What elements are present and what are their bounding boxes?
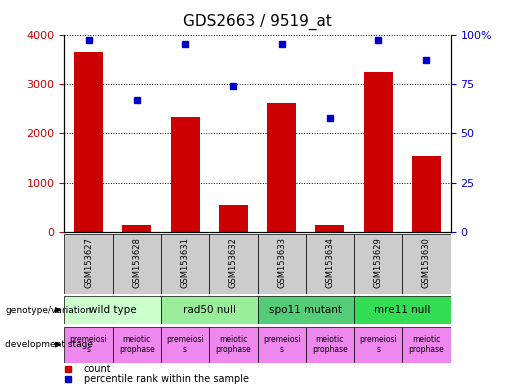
Text: GSM153634: GSM153634 (325, 237, 334, 288)
Text: genotype/variation: genotype/variation (5, 306, 91, 314)
Text: premeiosi
s: premeiosi s (70, 335, 108, 354)
Text: development stage: development stage (5, 340, 93, 349)
Text: premeiosi
s: premeiosi s (359, 335, 397, 354)
Text: mre11 null: mre11 null (374, 305, 431, 315)
Bar (123, 225, 151, 232)
Text: GSM153627: GSM153627 (84, 237, 93, 288)
Text: spo11 mutant: spo11 mutant (269, 305, 342, 315)
Bar (258, 327, 306, 362)
Text: premeiosi
s: premeiosi s (263, 335, 301, 354)
Text: GSM153633: GSM153633 (277, 237, 286, 288)
Bar (315, 225, 345, 232)
Text: meiotic
prophase: meiotic prophase (408, 335, 444, 354)
Bar (74, 52, 103, 232)
Text: GSM153629: GSM153629 (374, 237, 383, 288)
Text: GSM153632: GSM153632 (229, 237, 238, 288)
Bar (170, 117, 200, 232)
Bar (364, 72, 392, 232)
Bar (354, 234, 402, 294)
Bar (113, 234, 161, 294)
Bar (354, 296, 451, 324)
Text: percentile rank within the sample: percentile rank within the sample (83, 374, 249, 384)
Text: GDS2663 / 9519_at: GDS2663 / 9519_at (183, 13, 332, 30)
Text: GSM153630: GSM153630 (422, 237, 431, 288)
Bar (219, 205, 248, 232)
Bar (412, 156, 441, 232)
Text: GSM153631: GSM153631 (181, 237, 190, 288)
Bar (306, 234, 354, 294)
Bar (161, 296, 258, 324)
Bar (258, 234, 306, 294)
Bar (161, 327, 209, 362)
Text: wild type: wild type (89, 305, 136, 315)
Bar (267, 103, 296, 232)
Bar (402, 327, 451, 362)
Bar (258, 296, 354, 324)
Text: rad50 null: rad50 null (183, 305, 236, 315)
Text: meiotic
prophase: meiotic prophase (312, 335, 348, 354)
Bar (354, 327, 402, 362)
Bar (161, 234, 209, 294)
Bar (113, 327, 161, 362)
Text: count: count (83, 364, 111, 374)
Bar (402, 234, 451, 294)
Bar (209, 327, 258, 362)
Bar (64, 234, 113, 294)
Text: meiotic
prophase: meiotic prophase (119, 335, 154, 354)
Bar (64, 327, 113, 362)
Bar (209, 234, 258, 294)
Bar (306, 327, 354, 362)
Text: premeiosi
s: premeiosi s (166, 335, 204, 354)
Text: meiotic
prophase: meiotic prophase (215, 335, 251, 354)
Text: GSM153628: GSM153628 (132, 237, 141, 288)
Bar (64, 296, 161, 324)
